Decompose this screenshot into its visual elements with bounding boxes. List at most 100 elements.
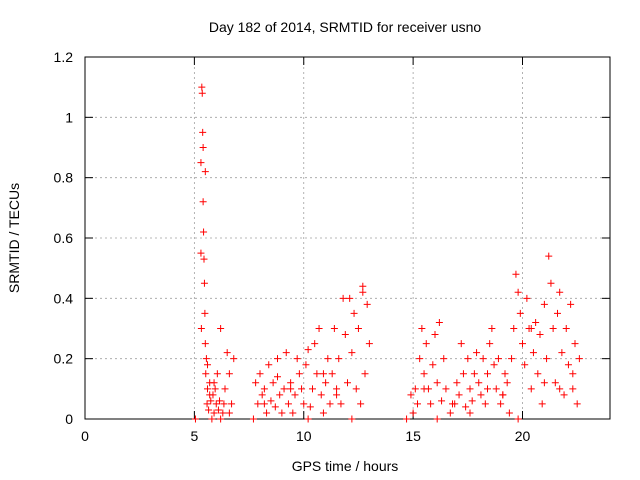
- data-point: [529, 349, 537, 357]
- data-point: [230, 355, 238, 363]
- data-point: [274, 373, 281, 381]
- data-point: [309, 385, 316, 393]
- data-point: [556, 385, 564, 393]
- data-point: [571, 340, 579, 348]
- data-point: [287, 385, 295, 393]
- data-point: [335, 355, 343, 363]
- data-point: [212, 400, 220, 408]
- data-point: [254, 400, 262, 408]
- data-point: [295, 370, 303, 378]
- data-point: [420, 385, 428, 393]
- data-point: [575, 355, 583, 363]
- data-point: [484, 370, 491, 378]
- data-point: [197, 249, 205, 257]
- data-point: [322, 379, 330, 387]
- data-point: [554, 309, 561, 317]
- data-point: [269, 379, 277, 387]
- data-point: [438, 397, 446, 405]
- data-point: [453, 379, 461, 387]
- data-point: [501, 370, 509, 378]
- data-point: [457, 340, 465, 348]
- data-point: [569, 385, 577, 393]
- data-point: [466, 385, 474, 393]
- data-point: [304, 346, 312, 354]
- data-point: [217, 325, 225, 332]
- data-point: [420, 370, 428, 378]
- data-point: [479, 355, 487, 363]
- data-point: [411, 385, 419, 393]
- data-point: [536, 331, 544, 339]
- data-point: [216, 397, 224, 405]
- data-point: [280, 385, 288, 393]
- data-point: [407, 391, 415, 399]
- data-point: [538, 400, 546, 408]
- data-point: [433, 415, 441, 423]
- data-point: [219, 409, 227, 417]
- data-point: [293, 355, 301, 363]
- data-point: [199, 198, 207, 206]
- data-point: [337, 400, 345, 408]
- data-point: [556, 288, 564, 296]
- data-point: [287, 379, 295, 387]
- data-point: [567, 300, 575, 308]
- data-point: [206, 391, 214, 399]
- data-point: [545, 252, 553, 260]
- data-point: [433, 379, 441, 387]
- data-point: [202, 355, 210, 363]
- data-point: [300, 400, 308, 408]
- data-point: [271, 403, 279, 411]
- x-tick-label: 20: [515, 428, 531, 444]
- data-point: [519, 340, 526, 348]
- data-point: [265, 361, 273, 369]
- data-point: [282, 349, 290, 357]
- data-point: [540, 379, 548, 387]
- data-point: [256, 370, 264, 378]
- data-point: [202, 370, 210, 378]
- data-point: [276, 391, 284, 399]
- data-point: [324, 355, 332, 363]
- data-point: [486, 340, 494, 348]
- data-point: [459, 370, 467, 378]
- data-point: [191, 415, 199, 423]
- data-point: [267, 397, 275, 405]
- data-point: [274, 355, 281, 363]
- data-point: [252, 379, 260, 387]
- data-point: [521, 361, 529, 369]
- data-point: [198, 89, 206, 97]
- data-point: [551, 379, 559, 387]
- data-point: [200, 228, 208, 236]
- data-point: [562, 325, 570, 332]
- data-point: [505, 409, 513, 417]
- data-point: [214, 406, 222, 414]
- data-point: [258, 391, 266, 399]
- data-point: [359, 288, 367, 296]
- data-point: [197, 325, 205, 332]
- data-point: [317, 391, 325, 399]
- data-point: [197, 159, 205, 167]
- data-point: [211, 385, 219, 393]
- data-point: [348, 349, 356, 357]
- data-point: [564, 361, 572, 369]
- data-point: [221, 385, 229, 393]
- data-point: [490, 361, 498, 369]
- data-point: [313, 370, 321, 378]
- data-point: [201, 309, 209, 317]
- data-point: [213, 370, 221, 378]
- data-point: [354, 325, 362, 332]
- x-tick-label: 0: [81, 428, 89, 444]
- data-point: [319, 370, 327, 378]
- data-point: [302, 361, 310, 369]
- data-point: [199, 128, 207, 136]
- data-point: [207, 397, 215, 405]
- data-point: [560, 391, 568, 399]
- data-point: [210, 409, 218, 417]
- data-point: [346, 294, 354, 302]
- data-point: [348, 415, 356, 423]
- data-point: [416, 355, 424, 363]
- data-point: [492, 385, 500, 393]
- data-point: [543, 355, 551, 363]
- data-point: [464, 355, 472, 363]
- chart-title: Day 182 of 2014, SRMTID for receiver usn…: [209, 19, 482, 35]
- data-point: [477, 391, 485, 399]
